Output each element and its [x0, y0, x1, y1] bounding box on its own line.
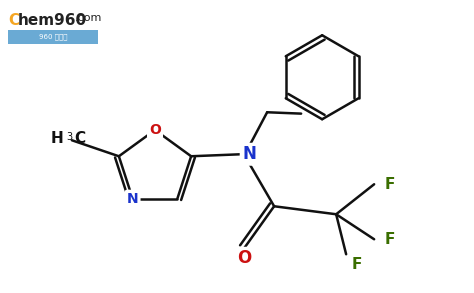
Text: .com: .com	[75, 13, 102, 23]
FancyBboxPatch shape	[8, 30, 98, 44]
Text: F: F	[351, 257, 362, 272]
Text: N: N	[242, 145, 256, 163]
Text: H: H	[51, 131, 64, 146]
Text: O: O	[149, 123, 161, 137]
Text: hem960: hem960	[18, 13, 87, 28]
Text: 960 化工网: 960 化工网	[39, 34, 67, 40]
Text: C: C	[74, 131, 85, 146]
Text: F: F	[384, 177, 394, 192]
Text: 3: 3	[66, 132, 72, 142]
Text: N: N	[127, 192, 138, 206]
Text: F: F	[384, 232, 394, 247]
Text: O: O	[237, 249, 251, 267]
Text: C: C	[8, 13, 19, 28]
